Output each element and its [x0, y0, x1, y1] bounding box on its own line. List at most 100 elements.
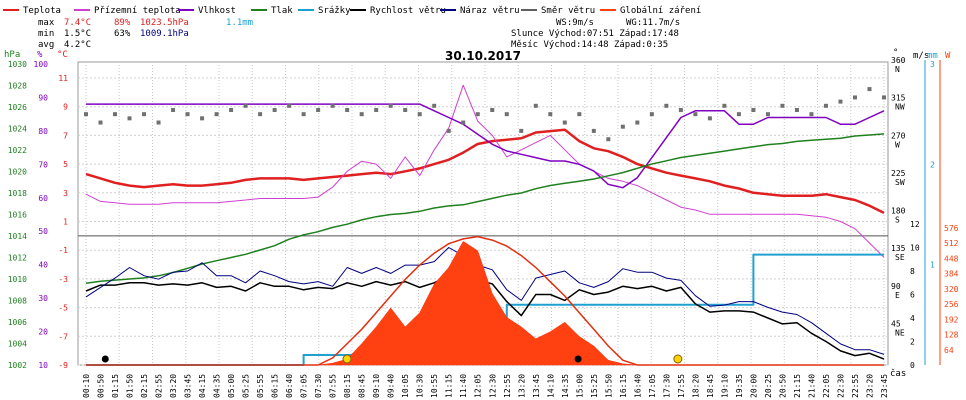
tick-humidity: 60 [38, 194, 48, 203]
tick-direction-name: SW [895, 178, 905, 187]
direction-point [185, 112, 190, 117]
direction-point [330, 103, 335, 108]
direction-point [113, 112, 118, 117]
tick-wind: 2 [910, 338, 915, 347]
tick-humidity: 100 [34, 60, 49, 69]
axes: 1002100410061008101010121014101610181020… [8, 56, 959, 370]
stats-max-rain: 1.1mm [226, 18, 253, 28]
direction-point [374, 107, 379, 112]
direction-point [461, 120, 466, 125]
direction-point [316, 107, 321, 112]
tick-pressure: 1006 [8, 318, 27, 327]
unit-mm: mm [927, 51, 938, 61]
x-tick-label: 17:30 [662, 374, 671, 398]
tick-direction: 135 [891, 244, 906, 253]
tick-rain: 1 [930, 261, 935, 270]
direction-point [852, 95, 857, 100]
direction-point [882, 95, 886, 100]
markers [101, 354, 683, 364]
x-tick-label: 12:55 [503, 374, 512, 398]
tick-radiation: 320 [944, 285, 959, 294]
direction-point [156, 120, 161, 125]
x-tick-label: 20:00 [749, 374, 758, 398]
direction-point [388, 103, 393, 108]
direction-point [200, 116, 205, 121]
tick-direction-name: N [895, 65, 900, 74]
stats-max-label: max [38, 18, 55, 28]
x-tick-label: 14:35 [561, 374, 570, 398]
direction-point [301, 112, 306, 117]
direction-point [635, 120, 640, 125]
direction-point [722, 103, 727, 108]
direction-point [98, 120, 103, 125]
x-tick-label: 04:35 [213, 374, 222, 398]
tick-wind: 6 [910, 291, 915, 300]
x-tick-label: 10:30 [416, 374, 425, 398]
tick-pressure: 1022 [8, 146, 27, 155]
direction-point [562, 120, 567, 125]
tick-humidity: 30 [38, 294, 48, 303]
x-tick-label: 19:35 [735, 374, 744, 398]
direction-point [765, 112, 770, 117]
x-tick-label: 23:45 [880, 374, 889, 398]
direction-point [794, 107, 799, 112]
stats-avg-label: avg [38, 40, 54, 50]
axis-unit-labels: hPa % °C m/s mm W ° čas [4, 48, 951, 379]
x-tick-label: 17:05 [648, 374, 657, 398]
x-tick-label: 15:00 [575, 374, 584, 398]
x-tick-label: 22:55 [851, 374, 860, 398]
moon-marker [101, 355, 109, 363]
stats-min-temp: 1.5°C [64, 29, 91, 39]
x-tick-label: 11:40 [459, 374, 468, 398]
tick-pressure: 1012 [8, 254, 27, 263]
stats-min-hum: 63% [114, 29, 131, 39]
tick-radiation: 128 [944, 331, 959, 340]
legend-label: Náraz větru [460, 6, 520, 16]
x-tick-label: 23:20 [866, 374, 875, 398]
tick-humidity: 20 [38, 328, 48, 337]
x-tick-label: 09:40 [387, 374, 396, 398]
x-tick-label: 02:55 [155, 374, 164, 398]
tick-direction-name: SE [895, 253, 905, 262]
unit-pct: % [37, 50, 43, 60]
direction-point [490, 107, 495, 112]
tick-radiation: 576 [944, 224, 959, 233]
stats-avg-temp: 4.2°C [64, 40, 91, 50]
x-tick-label: 15:50 [604, 374, 613, 398]
legend: Teplota Přízemní teplota Vlhkost Tlak Srážky… [3, 6, 701, 16]
tick-humidity: 40 [38, 261, 48, 270]
legend-label: Globální záření [620, 6, 701, 16]
x-tick-label: 05:00 [227, 374, 236, 398]
x-tick-label: 05:55 [256, 374, 265, 398]
tick-pressure: 1024 [8, 125, 27, 134]
info-wind: WS:9m/s [556, 18, 594, 28]
tick-temperature: -9 [58, 361, 68, 370]
x-tick-label: 16:15 [619, 374, 628, 398]
tick-radiation: 384 [944, 270, 959, 279]
moon-marker [574, 355, 582, 363]
x-tick-label: 08:45 [358, 374, 367, 398]
stats-max-hum: 89% [114, 18, 131, 28]
direction-point [533, 103, 538, 108]
tick-direction-name: W [895, 140, 900, 149]
series-line [85, 128, 885, 215]
x-tick-label: 13:45 [532, 374, 541, 398]
legend-label: Rychlost větru [370, 6, 446, 16]
direction-point [432, 103, 437, 108]
x-tick-label: 20:50 [778, 374, 787, 398]
tick-humidity: 70 [38, 160, 48, 169]
x-axis-labels: 00:10 00:50 01:15 01:50 02:15 02:55 03:20 03:45… [82, 374, 889, 398]
x-tick-label: 21:40 [808, 374, 817, 398]
x-tick-label: 16:40 [633, 374, 642, 398]
tick-pressure: 1028 [8, 82, 27, 91]
direction-point [519, 128, 524, 133]
stats-max-temp: 7.4°C [64, 18, 91, 28]
tick-temperature: -3 [58, 275, 68, 284]
tick-radiation: 512 [944, 239, 959, 248]
direction-point [417, 112, 422, 117]
legend-label: Směr větru [541, 6, 595, 16]
tick-radiation: 192 [944, 315, 959, 324]
x-tick-label: 10:55 [430, 374, 439, 398]
info-sun: Slunce Východ:07:51 Západ:17:48 [511, 29, 679, 39]
plot-area [84, 84, 886, 366]
